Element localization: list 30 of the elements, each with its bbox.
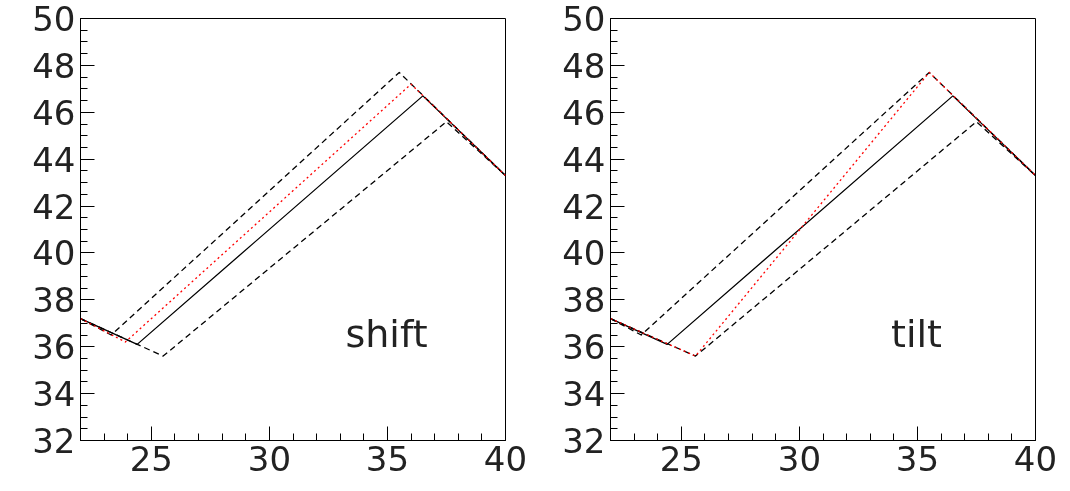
y-tick-label: 42 [562,186,606,227]
y-tick-label: 46 [562,92,606,133]
x-tick-label: 30 [777,438,822,479]
y-tick-label: 50 [562,0,606,39]
y-tick-label: 42 [32,186,76,227]
y-tick-label: 36 [562,327,606,368]
y-tick-label: 34 [32,374,76,415]
y-tick-label: 48 [562,45,606,86]
y-tick-label: 38 [562,280,606,321]
x-tick-label: 30 [247,438,292,479]
x-tick-label: 40 [1013,438,1058,479]
y-tick-label: 44 [562,139,606,180]
y-tick-label: 40 [32,233,76,274]
x-tick-label: 35 [365,438,410,479]
y-tick-label: 32 [32,421,76,461]
x-tick-label: 25 [129,438,173,479]
annotation: tilt [891,312,942,357]
x-tick-label: 35 [895,438,940,479]
y-tick-label: 44 [32,139,76,180]
y-tick-label: 34 [562,374,606,415]
y-tick-label: 36 [32,327,76,368]
x-tick-label: 40 [483,438,528,479]
y-tick-label: 38 [32,280,76,321]
x-tick-label: 25 [659,438,703,479]
y-tick-label: 32 [562,421,606,461]
y-tick-label: 46 [32,92,76,133]
annotation: shift [345,312,428,357]
y-tick-label: 40 [562,233,606,274]
y-tick-label: 50 [32,0,76,39]
y-tick-label: 48 [32,45,76,86]
